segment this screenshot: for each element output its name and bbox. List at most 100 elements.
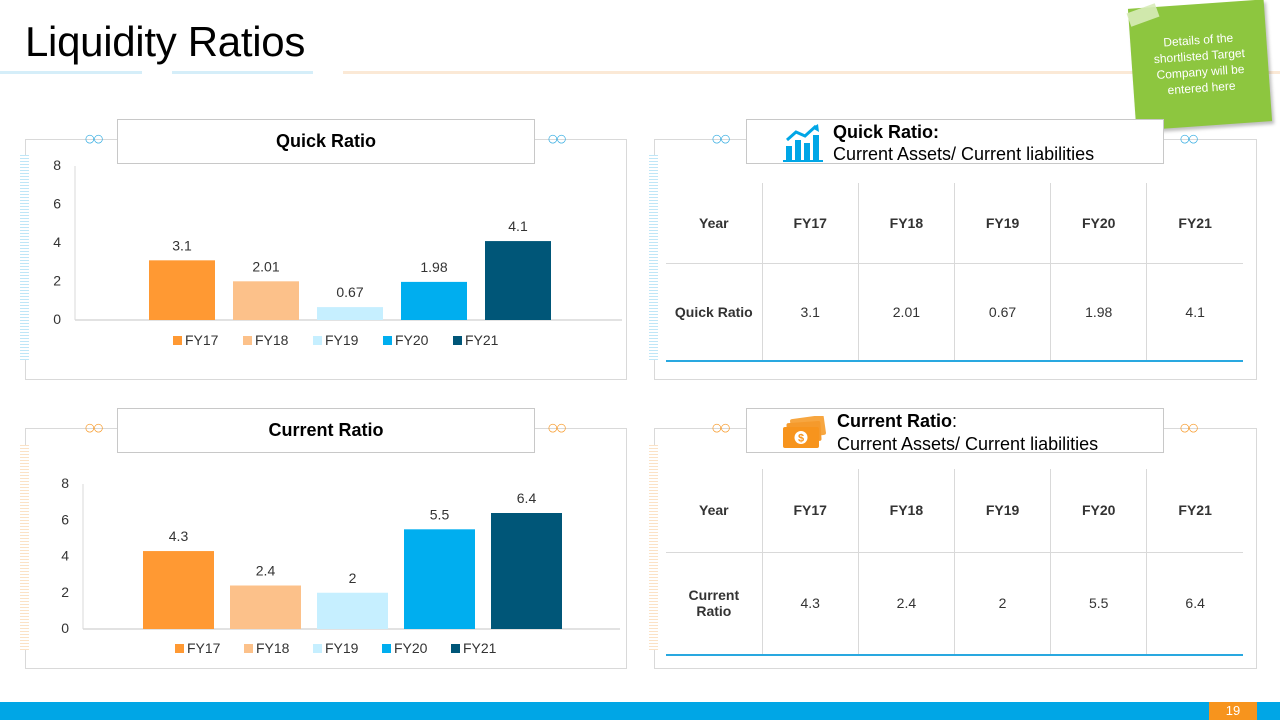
title-underline-left (0, 71, 142, 74)
bar-fy19 (317, 307, 383, 320)
y-tick-label: 6 (61, 511, 69, 527)
table-cell: 2 (954, 552, 1052, 656)
current-ratio-formula-text: Current Assets/ Current liabilities (837, 434, 1099, 454)
legend-swatch (451, 644, 460, 653)
legend-label: FY18 (256, 640, 290, 656)
table-cell: 2.01 (858, 263, 955, 362)
table-row: Current Ratio 4.3 2.4 2 5.5 6.4 (666, 552, 1243, 656)
table-row-label-line: Current (688, 587, 740, 604)
table-header-cell: FY20 (1050, 469, 1148, 553)
current-ratio-formula-colon: : (952, 411, 958, 431)
table-row-label: Current Ratio (666, 552, 763, 656)
y-tick-label: 2 (53, 273, 61, 289)
quick-ratio-bar-chart: 0 2 4 6 8 3.1 2.01 0.67 1.98 4.1 FY17 FY18 FY19 FY20 F… (53, 157, 622, 348)
data-label: 5.5 (430, 506, 450, 522)
legend-label: FY18 (255, 332, 289, 348)
table-header-cell: FY17 (762, 183, 859, 264)
svg-text:$: $ (798, 433, 804, 445)
data-label: 3.1 (172, 237, 192, 253)
bar-fy17 (149, 260, 215, 320)
bar-fy21 (491, 513, 562, 629)
quick-ratio-chart-stripe (20, 155, 29, 360)
current-ratio-table-stripe (649, 445, 658, 650)
footer-bar (0, 702, 1280, 720)
ring-decoration-icon: ○○ (548, 421, 566, 434)
bar-fy19 (317, 592, 388, 629)
table-header-cell: FY20 (1050, 183, 1148, 264)
legend-label: FY21 (465, 332, 499, 348)
table-header-cell: Year (666, 183, 763, 264)
table-header-cell: FY19 (954, 183, 1052, 264)
legend-label: FY19 (325, 332, 359, 348)
y-tick-label: 2 (61, 584, 69, 600)
data-label: 6.4 (517, 490, 537, 506)
y-tick-label: 8 (53, 157, 61, 173)
current-ratio-chart-title: Current Ratio (117, 408, 535, 453)
table-cell: 0.67 (954, 263, 1052, 362)
ring-decoration-icon: ○○ (85, 421, 103, 434)
y-tick-label: 0 (53, 311, 61, 327)
table-header-cell: FY18 (858, 183, 955, 264)
legend-swatch (243, 336, 252, 345)
legend-swatch (382, 644, 391, 653)
table-cell: 1.98 (1050, 263, 1148, 362)
bar-fy21 (485, 241, 551, 320)
data-label: 2 (349, 570, 357, 586)
ring-decoration-icon: ○○ (548, 132, 566, 145)
data-label: 0.67 (336, 284, 363, 300)
title-underline-mid (172, 71, 313, 74)
legend-label: FY17 (185, 332, 219, 348)
legend-label: FY20 (394, 640, 428, 656)
ring-decoration-icon: ○○ (712, 421, 730, 434)
legend-swatch (383, 336, 392, 345)
legend-swatch (313, 644, 322, 653)
table-row: Quick Ratio 3.1 2.01 0.67 1.98 4.1 (666, 263, 1243, 362)
legend-label: FY20 (395, 332, 429, 348)
table-cell: 2.4 (858, 552, 955, 656)
quick-ratio-table: Year FY17 FY18 FY19 FY20 FY21 Quick Rati… (666, 183, 1243, 362)
data-label: 1.98 (420, 259, 447, 275)
table-row-label-line: Ratio (696, 603, 732, 620)
y-tick-label: 6 (53, 196, 61, 212)
table-header-row: Year FY17 FY18 FY19 FY20 FY21 (666, 469, 1243, 553)
legend-swatch (175, 644, 184, 653)
table-cell: 3.1 (762, 263, 859, 362)
table-header-cell: FY21 (1146, 469, 1243, 553)
y-tick-label: 4 (61, 548, 69, 564)
ring-decoration-icon: ○○ (85, 132, 103, 145)
y-tick-label: 4 (53, 234, 61, 250)
table-row-label: Quick Ratio (666, 263, 763, 362)
title-underline-right (343, 71, 1280, 74)
ring-decoration-icon: ○○ (712, 132, 730, 145)
current-ratio-table: Year FY17 FY18 FY19 FY20 FY21 Current Ra… (666, 469, 1243, 656)
slide-title: Liquidity Ratios (25, 18, 306, 65)
page-number: 19 (1209, 702, 1257, 720)
growth-chart-icon (783, 124, 823, 162)
bar-fy20 (401, 281, 467, 320)
bar-fy20 (404, 529, 475, 629)
quick-ratio-table-stripe (649, 155, 658, 360)
quick-ratio-chart-title: Quick Ratio (117, 119, 535, 164)
sticky-note-text: Details of the shortlisted Target Compan… (1153, 30, 1246, 98)
quick-ratio-formula-text: Current Assets/ Current liabilities (833, 144, 1095, 164)
legend-swatch (244, 644, 253, 653)
table-header-row: Year FY17 FY18 FY19 FY20 FY21 (666, 183, 1243, 264)
data-label: 4.3 (169, 528, 189, 544)
legend-swatch (313, 336, 322, 345)
table-header-cell: FY19 (954, 469, 1052, 553)
table-header-cell: FY18 (858, 469, 955, 553)
current-ratio-formula-box: $ Current Ratio: Current Assets/ Current… (746, 408, 1164, 454)
current-ratio-chart-stripe (20, 445, 29, 650)
table-cell: 4.1 (1146, 263, 1243, 362)
legend-swatch (173, 336, 182, 345)
table-cell: 6.4 (1146, 552, 1243, 656)
quick-ratio-formula-box: Quick Ratio: Current Assets/ Current lia… (746, 119, 1164, 164)
legend-label: FY19 (325, 640, 359, 656)
current-ratio-formula-label: Current Ratio (837, 411, 953, 431)
legend-label: FY21 (463, 640, 497, 656)
table-cell: 4.3 (762, 552, 859, 656)
ring-decoration-icon: ○○ (1180, 421, 1198, 434)
y-tick-label: 8 (61, 475, 69, 491)
bar-fy17 (143, 551, 214, 629)
money-stack-icon: $ (783, 416, 826, 448)
